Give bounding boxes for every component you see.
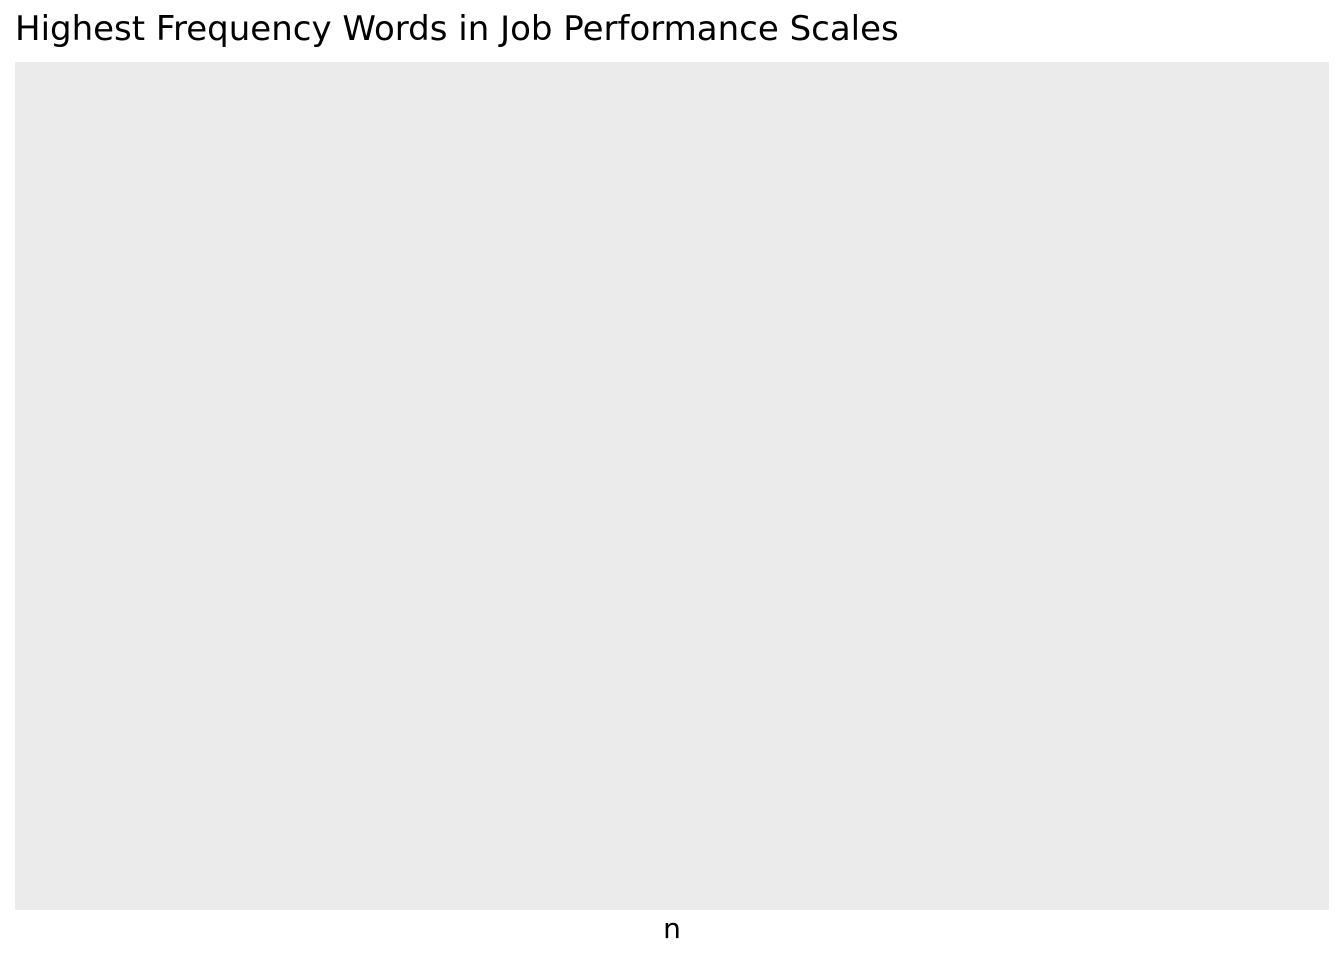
plot-area [15, 62, 1329, 910]
x-axis-label: n [663, 912, 681, 945]
plot-panel [15, 62, 1329, 910]
chart-title: Highest Frequency Words in Job Performan… [15, 9, 899, 49]
